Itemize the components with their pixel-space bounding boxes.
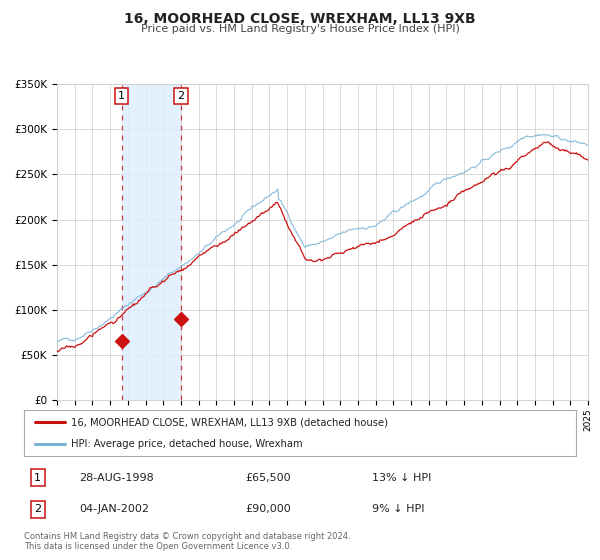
Text: 1: 1 (34, 473, 41, 483)
Text: 1: 1 (118, 91, 125, 101)
Text: Contains HM Land Registry data © Crown copyright and database right 2024.
This d: Contains HM Land Registry data © Crown c… (24, 532, 350, 552)
Text: 16, MOORHEAD CLOSE, WREXHAM, LL13 9XB (detached house): 16, MOORHEAD CLOSE, WREXHAM, LL13 9XB (d… (71, 417, 388, 427)
Text: 28-AUG-1998: 28-AUG-1998 (79, 473, 154, 483)
Text: Price paid vs. HM Land Registry's House Price Index (HPI): Price paid vs. HM Land Registry's House … (140, 24, 460, 34)
Text: HPI: Average price, detached house, Wrexham: HPI: Average price, detached house, Wrex… (71, 439, 302, 449)
Text: 2: 2 (178, 91, 185, 101)
Text: 16, MOORHEAD CLOSE, WREXHAM, LL13 9XB: 16, MOORHEAD CLOSE, WREXHAM, LL13 9XB (124, 12, 476, 26)
Text: 13% ↓ HPI: 13% ↓ HPI (372, 473, 431, 483)
Text: 04-JAN-2002: 04-JAN-2002 (79, 505, 149, 515)
Text: 2: 2 (34, 505, 41, 515)
Point (117, 337, 127, 346)
Point (176, 315, 186, 324)
Text: £90,000: £90,000 (245, 505, 290, 515)
Bar (122, 84, 181, 400)
Text: £65,500: £65,500 (245, 473, 290, 483)
Text: 9% ↓ HPI: 9% ↓ HPI (372, 505, 424, 515)
